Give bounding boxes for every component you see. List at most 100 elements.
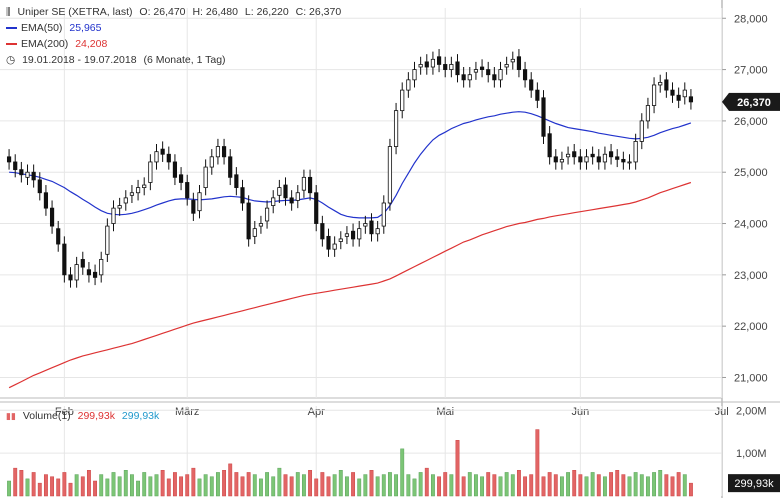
volume-bar: [209, 476, 214, 497]
candle-body: [25, 171, 30, 178]
volume-bar: [56, 478, 61, 497]
candle-body: [203, 166, 208, 189]
candle-body: [676, 94, 681, 101]
volume-bar: [578, 474, 583, 497]
candle-body: [541, 97, 546, 137]
time-tick-label: März: [175, 406, 199, 418]
candle-body: [123, 197, 128, 204]
candle-body: [651, 84, 657, 106]
price-tick-label: 27,000: [734, 65, 768, 77]
candle-body: [240, 187, 245, 204]
volume-bar: [566, 472, 571, 497]
candle-body: [492, 74, 497, 81]
volume-bar: [688, 482, 693, 497]
candle-body: [117, 205, 122, 209]
volume-bar: [43, 474, 48, 497]
volume-bar: [387, 472, 392, 497]
candle-body: [6, 156, 12, 163]
candle-body: [129, 192, 135, 196]
volume-bar: [639, 474, 644, 497]
volume-bar: [424, 467, 429, 497]
volume-bar: [74, 474, 79, 497]
candle-body: [688, 96, 694, 103]
candle-body: [166, 153, 171, 163]
candle-body: [234, 174, 239, 189]
date-range: 19.01.2018 - 19.07.2018: [22, 54, 137, 66]
candle-body: [596, 156, 601, 163]
volume-bar: [344, 476, 349, 497]
candle-body: [37, 179, 42, 194]
volume-bar: [682, 474, 687, 497]
volume-bar: [222, 470, 227, 497]
volume-bar: [602, 476, 607, 497]
volume-bar: [430, 474, 435, 497]
candle-body: [246, 202, 251, 240]
volume-bar: [93, 480, 98, 497]
candle-body: [516, 56, 522, 70]
volume-bar: [68, 482, 73, 497]
candle-body: [412, 69, 417, 81]
volume-bar: [86, 470, 91, 497]
candle-body: [221, 146, 227, 158]
candle-body: [602, 153, 608, 163]
price-tick-label: 23,000: [734, 270, 768, 282]
volume-bar: [166, 478, 171, 497]
candle-body: [387, 146, 393, 204]
volume-bar: [559, 476, 564, 497]
candle-body: [510, 58, 515, 63]
last-volume-label: 299,93k: [734, 478, 774, 490]
volume-bar: [228, 463, 233, 497]
candle-body: [645, 105, 651, 122]
candle-body: [178, 174, 184, 183]
candle-body: [357, 228, 362, 240]
volume-bar: [375, 476, 380, 497]
candle-body: [393, 110, 399, 147]
volume-bar: [62, 472, 67, 497]
volume-bar: [394, 474, 399, 497]
candle-body: [529, 79, 534, 91]
volume-bar: [80, 476, 85, 497]
candle-body: [455, 61, 460, 76]
volume-bar: [645, 476, 650, 497]
candle-body: [590, 153, 595, 158]
volume-bar: [584, 476, 589, 497]
candle-body: [461, 74, 466, 81]
candle-body: [301, 176, 307, 191]
volume-bar: [234, 472, 239, 497]
candle-body: [135, 187, 141, 194]
volume-value-blue: 299,93k: [121, 410, 160, 422]
ema50-value: 25,965: [69, 22, 102, 34]
price-tick-label: 26,000: [734, 116, 768, 128]
volume-bar: [277, 467, 282, 497]
candle-body: [277, 187, 282, 196]
candle-body: [228, 156, 233, 178]
candle-body: [363, 223, 368, 227]
candle-body: [559, 158, 565, 163]
legend-ema200: EMA(200) 24,208: [6, 38, 111, 50]
candle-body: [682, 89, 687, 98]
volume-bar: [535, 429, 540, 497]
last-price-badge: [729, 92, 780, 111]
candle-body: [49, 207, 55, 227]
volume-bar: [596, 474, 601, 497]
volume-bar: [467, 472, 472, 497]
ema50-label: EMA(50): [21, 22, 63, 34]
candle-body: [258, 223, 264, 227]
volume-bar: [289, 476, 294, 497]
volume-bar: [504, 472, 509, 497]
candle-body: [68, 274, 73, 281]
candle-body: [160, 148, 165, 155]
volume-bar: [142, 472, 147, 497]
ema200-line: [8, 181, 692, 389]
candle-body: [615, 156, 620, 160]
volume-bar: [412, 478, 417, 497]
candle-body: [209, 156, 214, 168]
candle-body: [522, 69, 528, 81]
candle-body: [608, 151, 614, 158]
volume-bar: [418, 472, 423, 497]
volume-bar: [13, 467, 18, 497]
volume-label: Volume(1): [22, 410, 71, 422]
volume-bar: [314, 478, 319, 497]
